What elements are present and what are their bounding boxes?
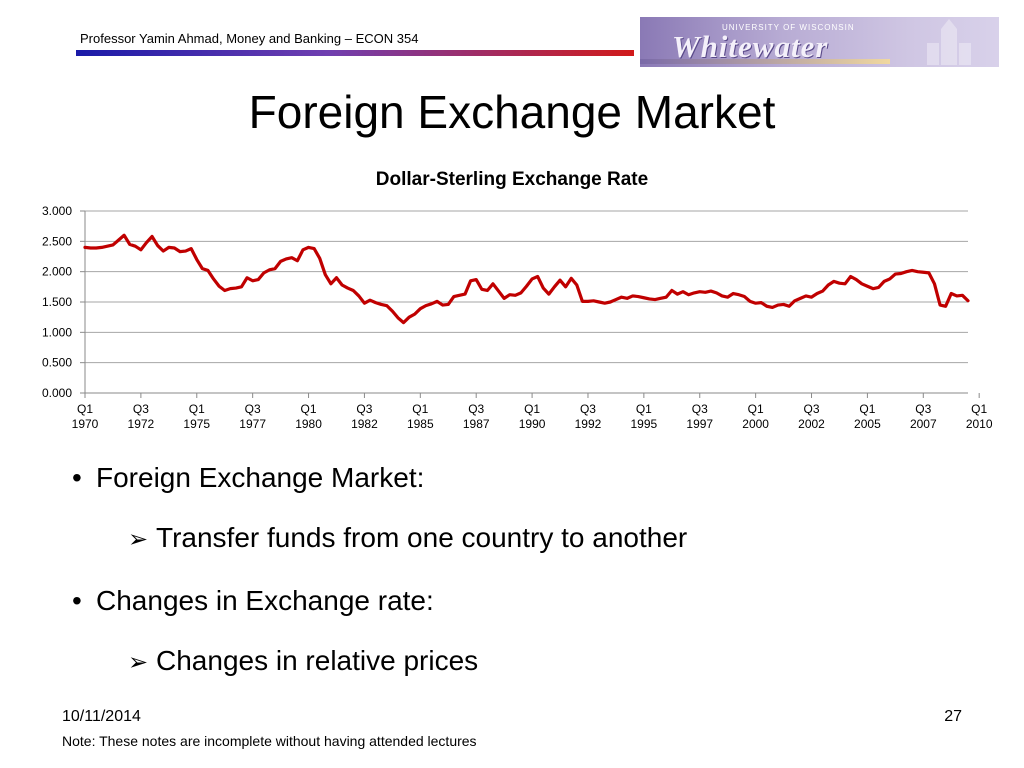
- x-tick-label-year: 1977: [239, 417, 266, 431]
- university-logo: UNIVERSITY OF WISCONSIN Whitewater: [640, 17, 999, 67]
- y-tick-label: 1.000: [42, 325, 72, 339]
- x-tick-label-quarter: Q1: [524, 402, 540, 416]
- x-tick-label-year: 1985: [407, 417, 434, 431]
- page-number: 27: [944, 708, 962, 725]
- header-gradient-bar: [76, 50, 634, 56]
- x-tick-label-year: 2000: [742, 417, 769, 431]
- sub-bullet-item: ➢ Changes in relative prices: [128, 645, 478, 677]
- logo-stripe: [640, 59, 890, 64]
- x-tick-label-year: 1982: [351, 417, 378, 431]
- x-tick-label-year: 1970: [72, 417, 99, 431]
- bullet-item: • Changes in Exchange rate:: [72, 585, 434, 617]
- bullet-text: Transfer funds from one country to anoth…: [156, 522, 688, 553]
- tower-icon: [927, 19, 971, 65]
- x-tick-label-quarter: Q1: [748, 402, 764, 416]
- x-tick-label-year: 2005: [854, 417, 881, 431]
- y-tick-label: 2.500: [42, 234, 72, 248]
- x-tick-label-year: 1992: [575, 417, 602, 431]
- x-tick-label-quarter: Q1: [301, 402, 317, 416]
- header-course-text: Professor Yamin Ahmad, Money and Banking…: [80, 31, 419, 46]
- footer-date: 10/11/2014: [62, 708, 141, 725]
- x-tick-label-quarter: Q3: [468, 402, 484, 416]
- bullet-icon: •: [72, 462, 82, 493]
- x-tick-label-quarter: Q1: [77, 402, 93, 416]
- x-tick-label-year: 1995: [631, 417, 658, 431]
- bullet-text: Changes in relative prices: [156, 645, 479, 676]
- x-tick-label-quarter: Q1: [971, 402, 987, 416]
- x-tick-label-year: 1997: [686, 417, 713, 431]
- x-tick-label-year: 1990: [519, 417, 546, 431]
- x-tick-label-year: 2010: [966, 417, 993, 431]
- y-tick-label: 2.000: [42, 265, 72, 279]
- bullet-icon: •: [72, 585, 82, 616]
- bullet-text: Changes in Exchange rate:: [96, 585, 434, 616]
- x-tick-label-year: 2007: [910, 417, 937, 431]
- x-tick-label-quarter: Q3: [915, 402, 931, 416]
- logo-whitewater-text: Whitewater: [672, 29, 829, 64]
- exchange-rate-chart: 0.0000.5001.0001.5002.0002.5003.000Q1197…: [42, 204, 993, 431]
- x-tick-label-year: 2002: [798, 417, 825, 431]
- y-tick-label: 1.500: [42, 295, 72, 309]
- y-tick-label: 3.000: [42, 204, 72, 218]
- x-tick-label-quarter: Q1: [189, 402, 205, 416]
- x-tick-label-quarter: Q3: [133, 402, 149, 416]
- footer-note: Note: These notes are incomplete without…: [62, 733, 477, 749]
- series-line: [83, 233, 970, 325]
- x-tick-label-year: 1972: [128, 417, 155, 431]
- x-tick-label-quarter: Q1: [859, 402, 875, 416]
- x-tick-label-quarter: Q3: [692, 402, 708, 416]
- slide-title: Foreign Exchange Market: [248, 86, 776, 138]
- arrow-bullet-icon: ➢: [128, 649, 149, 676]
- x-tick-label-year: 1987: [463, 417, 490, 431]
- x-tick-label-quarter: Q3: [804, 402, 820, 416]
- sub-bullet-item: ➢ Transfer funds from one country to anot…: [128, 522, 687, 554]
- logo-university-text: UNIVERSITY OF WISCONSIN: [722, 23, 855, 32]
- bullet-text: Foreign Exchange Market:: [96, 462, 425, 493]
- bullet-item: • Foreign Exchange Market:: [72, 462, 424, 494]
- x-tick-label-year: 1980: [295, 417, 322, 431]
- x-tick-label-quarter: Q1: [636, 402, 652, 416]
- x-tick-label-quarter: Q3: [245, 402, 261, 416]
- y-tick-label: 0.500: [42, 356, 72, 370]
- x-tick-label-quarter: Q3: [356, 402, 372, 416]
- chart-title: Dollar-Sterling Exchange Rate: [375, 169, 649, 190]
- x-tick-label-year: 1975: [183, 417, 210, 431]
- x-tick-label-quarter: Q1: [412, 402, 428, 416]
- y-tick-label: 0.000: [42, 386, 72, 400]
- arrow-bullet-icon: ➢: [128, 526, 149, 553]
- x-tick-label-quarter: Q3: [580, 402, 596, 416]
